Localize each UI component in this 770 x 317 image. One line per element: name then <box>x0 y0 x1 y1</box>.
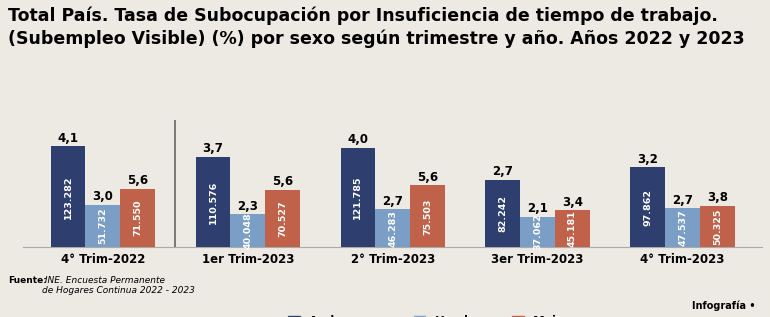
Text: 3,7: 3,7 <box>203 142 223 155</box>
Text: 2,7: 2,7 <box>672 194 693 207</box>
Text: 123.282: 123.282 <box>64 175 72 219</box>
Bar <box>120 189 155 247</box>
Text: 5,6: 5,6 <box>417 171 438 184</box>
Text: 4,0: 4,0 <box>347 133 368 146</box>
Bar <box>700 206 735 247</box>
Text: 82.242: 82.242 <box>498 195 507 232</box>
Text: 75.503: 75.503 <box>423 198 432 235</box>
Text: Fuente:: Fuente: <box>8 276 46 285</box>
Bar <box>375 210 410 247</box>
Text: 5,6: 5,6 <box>272 175 293 188</box>
Bar <box>410 185 445 247</box>
Bar <box>485 180 521 247</box>
Text: 40.048: 40.048 <box>243 212 253 249</box>
Text: 3,4: 3,4 <box>562 196 583 209</box>
Text: 110.576: 110.576 <box>209 180 217 224</box>
Text: 2,7: 2,7 <box>382 195 403 208</box>
Text: 45.181: 45.181 <box>568 210 577 247</box>
Text: 37.062: 37.062 <box>533 214 542 250</box>
Bar <box>196 157 230 247</box>
Text: 3,8: 3,8 <box>707 191 728 204</box>
Text: INE. Encuesta Permanente
de Hogares Continua 2022 - 2023: INE. Encuesta Permanente de Hogares Cont… <box>42 276 196 295</box>
Text: 3,0: 3,0 <box>92 190 113 203</box>
Bar <box>51 146 85 247</box>
Text: 2,1: 2,1 <box>527 202 548 215</box>
Bar <box>230 215 265 247</box>
Text: 71.550: 71.550 <box>133 200 142 236</box>
Bar <box>665 208 700 247</box>
Text: 5,6: 5,6 <box>127 174 148 187</box>
Text: 47.537: 47.537 <box>678 210 687 246</box>
Text: 3,2: 3,2 <box>638 152 658 165</box>
Text: 46.283: 46.283 <box>388 210 397 247</box>
Legend: Ambos sexos, Hombres, Mujeres: Ambos sexos, Hombres, Mujeres <box>283 310 591 317</box>
Text: 97.862: 97.862 <box>643 189 652 226</box>
Text: 70.527: 70.527 <box>278 200 287 237</box>
Text: 2,3: 2,3 <box>237 200 258 213</box>
Text: 121.785: 121.785 <box>353 176 363 219</box>
Text: Infografía •: Infografía • <box>691 300 758 311</box>
Text: 51.732: 51.732 <box>99 208 107 244</box>
Bar <box>555 210 590 247</box>
Bar <box>340 148 375 247</box>
Text: 2,7: 2,7 <box>493 165 514 178</box>
Bar <box>85 205 120 247</box>
Text: 50.325: 50.325 <box>713 209 721 245</box>
Text: Total País. Tasa de Subocupación por Insuficiencia de tiempo de trabajo.
(Subemp: Total País. Tasa de Subocupación por Ins… <box>8 6 745 48</box>
Bar <box>521 217 555 247</box>
Bar <box>265 190 300 247</box>
Text: 4,1: 4,1 <box>58 132 79 145</box>
Bar <box>631 167 665 247</box>
